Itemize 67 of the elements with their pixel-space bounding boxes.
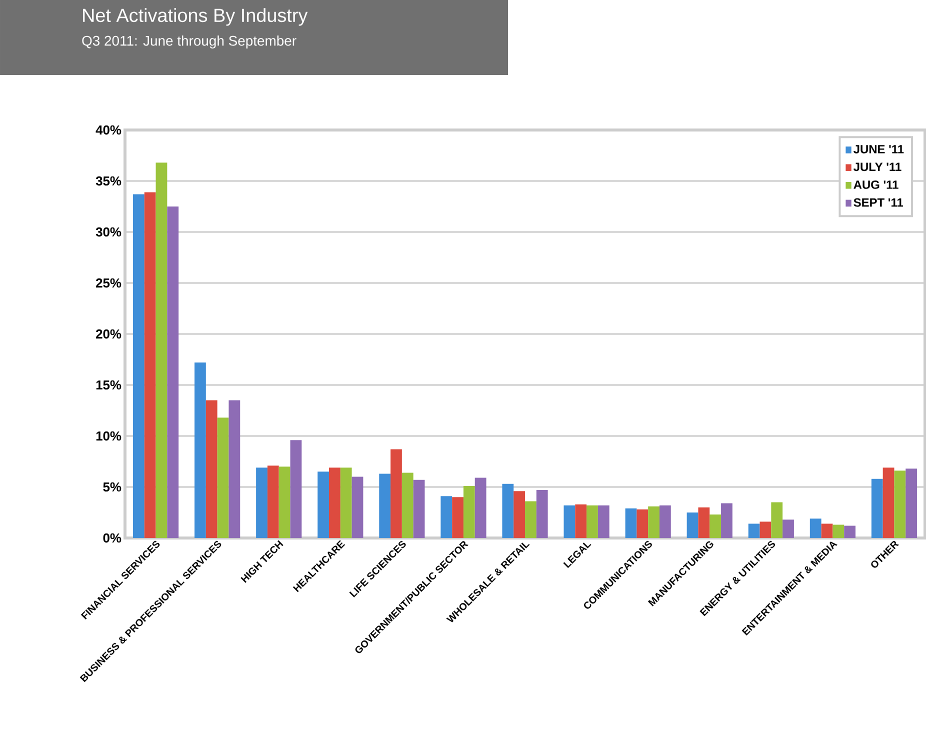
- bar: [156, 162, 168, 538]
- bar: [463, 486, 475, 538]
- legend-label: AUG '11: [854, 180, 898, 189]
- bar: [194, 362, 206, 538]
- y-tick-label: 5%: [103, 482, 122, 492]
- legend-label: JUNE '11: [854, 145, 904, 154]
- bar: [894, 470, 906, 538]
- bar: [267, 466, 279, 538]
- bar: [821, 524, 833, 538]
- bar: [256, 468, 268, 538]
- bar: [659, 505, 671, 538]
- bar: [440, 496, 452, 538]
- bar: [379, 474, 391, 538]
- bar: [144, 192, 156, 538]
- y-tick-label: 20%: [96, 329, 122, 339]
- bar: [228, 400, 240, 538]
- bar: [474, 478, 486, 538]
- bar: [598, 505, 610, 538]
- bar: [167, 206, 179, 538]
- bar: [906, 468, 918, 538]
- chart-subtitle: Q3 2011: June through September: [82, 35, 296, 48]
- bar: [698, 507, 710, 538]
- bar: [278, 466, 290, 538]
- bar: [402, 472, 414, 538]
- bar: [721, 503, 732, 538]
- bar: [290, 440, 302, 538]
- bar: [536, 490, 548, 538]
- bar: [340, 468, 352, 538]
- bar: [575, 504, 587, 538]
- chart-title: Net Activations By Industry: [83, 8, 308, 26]
- bar: [810, 518, 822, 538]
- bar: [502, 484, 514, 538]
- y-tick-label: 30%: [96, 227, 122, 237]
- bar: [206, 400, 218, 538]
- bar: [352, 476, 364, 538]
- bar: [390, 449, 402, 538]
- bar: [782, 520, 794, 538]
- bar: [452, 497, 464, 538]
- y-tick-label: 25%: [96, 278, 122, 288]
- bar: [648, 506, 660, 538]
- legend-label: SEPT '11: [854, 198, 904, 207]
- bar: [514, 491, 526, 538]
- bar: [625, 508, 637, 538]
- bar: [771, 502, 783, 538]
- bar: [760, 522, 772, 538]
- legend-label: JULY '11: [854, 162, 902, 172]
- bar: [586, 505, 598, 538]
- y-tick-label: 0%: [103, 533, 122, 543]
- y-tick-label: 40%: [96, 125, 122, 135]
- bar: [844, 526, 856, 538]
- bar: [413, 480, 425, 538]
- bar: [132, 194, 144, 538]
- y-tick-label: 15%: [96, 380, 122, 390]
- y-tick-label: 10%: [96, 431, 122, 441]
- bar: [686, 512, 698, 538]
- bar: [832, 524, 844, 538]
- bar: [564, 505, 576, 538]
- bar: [871, 478, 883, 538]
- bar: [636, 509, 648, 538]
- bar: [328, 468, 340, 538]
- bar: [318, 472, 329, 538]
- y-tick-label: 35%: [96, 176, 122, 186]
- bar: [710, 514, 722, 538]
- bar: [217, 418, 229, 538]
- bar: [748, 524, 760, 538]
- bar: [882, 468, 894, 538]
- bar: [525, 501, 536, 538]
